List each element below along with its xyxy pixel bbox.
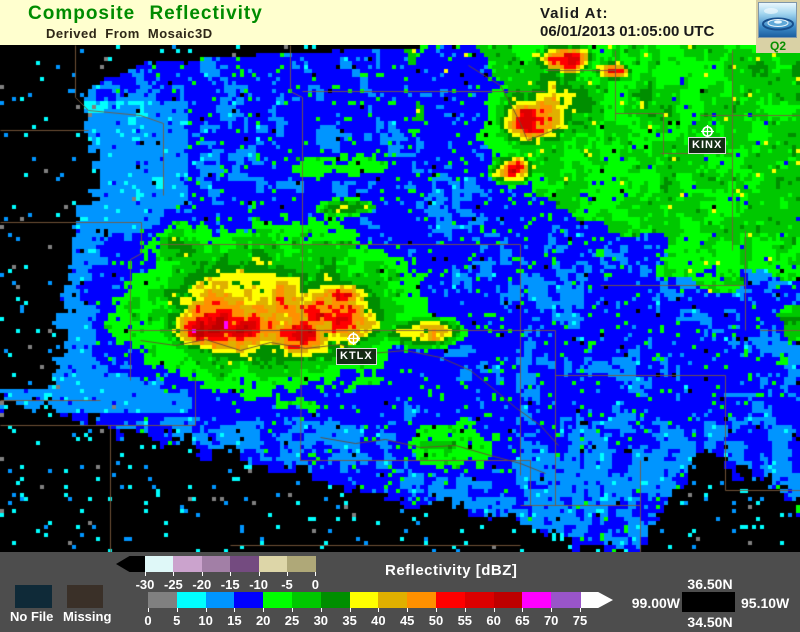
colorbar-segment [349, 592, 379, 608]
colorbar-tick-label: 55 [457, 613, 473, 628]
valid-at-label: Valid At: [540, 5, 609, 22]
colorbar-tick-label: 10 [198, 613, 213, 628]
no-file-label: No File [10, 609, 54, 624]
page-title: Composite Reflectivity [28, 3, 263, 24]
colorbar-tick [493, 608, 495, 612]
colorbar-tick-label: 0 [144, 613, 152, 628]
colorbar-tick [315, 572, 317, 576]
station-label-ktlx[interactable]: KTLX [336, 348, 377, 365]
colorbar-tick-label: -20 [192, 577, 212, 592]
colorbar-segment [320, 592, 351, 608]
colorbar-tick [230, 572, 232, 576]
colorbar-tick [205, 608, 207, 612]
colorbar-segment [258, 556, 288, 572]
geo-north-label: 36.50N [687, 576, 733, 592]
colorbar-segment [234, 592, 264, 608]
colorbar-segment [176, 592, 207, 608]
colorbar-segment [522, 592, 552, 608]
colorbar-segment [464, 592, 495, 608]
colorbar-tick [464, 608, 466, 612]
colorbar-tick-label: 50 [428, 613, 444, 628]
colorbar-tick [258, 572, 260, 576]
colorbar-tick [349, 608, 351, 612]
legend-bar: No File Missing Reflectivity [dBZ] 36.50… [0, 552, 800, 632]
colorbar-tick-label: 75 [572, 613, 588, 628]
colorbar-tick [201, 572, 203, 576]
geo-coverage-box [682, 592, 735, 612]
lower-colorbar-overflow-arrow [580, 592, 613, 608]
radar-site-icon [347, 332, 360, 345]
colorbar-segment [378, 592, 408, 608]
colorbar-tick-label: 60 [486, 613, 501, 628]
colorbar-tick-label: -10 [249, 577, 268, 592]
colorbar-tick-label: 25 [284, 613, 300, 628]
colorbar-segment [407, 592, 437, 608]
colorbar-tick [320, 608, 322, 612]
colorbar-tick [234, 608, 236, 612]
colorbar-tick [173, 572, 175, 576]
colorbar-tick [176, 608, 178, 612]
colorbar-segment [493, 592, 523, 608]
colorbar-tick-label: 35 [342, 613, 357, 628]
colorbar-tick-label: 65 [515, 613, 530, 628]
colorbar-segment [205, 592, 235, 608]
missing-label: Missing [63, 609, 112, 624]
colorbar-tick-label: -30 [135, 577, 155, 592]
colorbar-tick-label: -25 [163, 577, 183, 592]
colorbar-tick [263, 608, 265, 612]
colorbar-tick [292, 608, 293, 612]
no-file-swatch [15, 585, 52, 608]
colorbar-segment [230, 556, 260, 572]
q2-ripple-icon [758, 2, 797, 38]
valid-at-timestamp: 06/01/2013 01:05:00 UTC [540, 23, 715, 40]
colorbar-segment [292, 592, 322, 608]
radar-canvas[interactable] [0, 45, 800, 552]
colorbar-tick-label: 20 [255, 613, 271, 628]
colorbar-segment [436, 592, 466, 608]
colorbar-tick [148, 608, 149, 612]
q2-logo[interactable]: Q2 [756, 0, 800, 53]
station-label-kinx[interactable]: KINX [688, 137, 727, 154]
colorbar-tick [436, 608, 437, 612]
colorbar-tick-label: 5 [173, 613, 181, 628]
colorbar-segment [145, 556, 174, 572]
colorbar-tick-label: -5 [281, 577, 293, 592]
radar-site-icon [701, 125, 714, 138]
colorbar-tick [287, 572, 288, 576]
colorbar-tick-label: 40 [371, 613, 386, 628]
colorbar-tick [551, 608, 553, 612]
colorbar-tick-label: 0 [311, 577, 319, 592]
legend-title: Reflectivity [dBZ] [385, 562, 518, 579]
colorbar-tick [407, 608, 409, 612]
missing-swatch [67, 585, 103, 608]
colorbar-segment [287, 556, 316, 572]
colorbar-tick-label: 15 [227, 613, 242, 628]
colorbar-segment [201, 556, 231, 572]
upper-colorbar-underflow-arrow [116, 556, 146, 572]
page-subtitle: Derived From Mosaic3D [46, 26, 213, 41]
colorbar-tick [378, 608, 380, 612]
geo-south-label: 34.50N [687, 614, 733, 630]
colorbar-segment [263, 592, 293, 608]
colorbar-segment [173, 556, 203, 572]
colorbar-tick [522, 608, 524, 612]
colorbar-tick [145, 572, 146, 576]
radar-map: KINX KTLX [0, 45, 800, 552]
geo-east-label: 95.10W [741, 595, 790, 611]
geo-west-label: 99.00W [631, 595, 680, 611]
colorbar-tick-label: 30 [313, 613, 329, 628]
colorbar-segment [148, 592, 178, 608]
q2-logo-label: Q2 [769, 39, 786, 53]
colorbar-tick-label: 45 [399, 613, 415, 628]
header: Composite Reflectivity Derived From Mosa… [0, 0, 800, 53]
colorbar-tick [580, 608, 581, 612]
colorbar-segment [551, 592, 581, 608]
colorbar-tick-label: -15 [220, 577, 240, 592]
colorbar-tick-label: 70 [543, 613, 559, 628]
